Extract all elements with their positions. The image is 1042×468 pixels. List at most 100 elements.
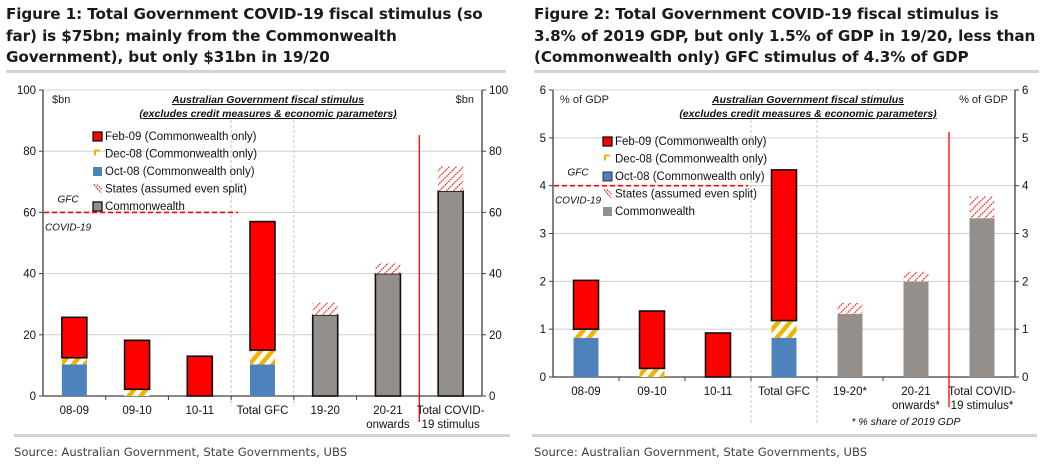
legend-swatch-states-2 <box>96 184 103 190</box>
legend-swatch-feb09 <box>602 136 613 147</box>
x-tick-label: 08-09 <box>571 386 600 398</box>
legend-label-oct08: Oct-08 (Commonwealth only) <box>615 171 765 183</box>
legend-label-feb09: Feb-09 (Commonwealth only) <box>615 136 767 148</box>
y-tick-label-right: 6 <box>1022 85 1028 97</box>
legend-label-states: States (assumed even split) <box>615 189 757 201</box>
bar-oct08 <box>61 364 87 396</box>
y-tick-label-right: 0 <box>489 391 495 403</box>
x-tick-label: 10-11 <box>186 405 215 417</box>
legend-swatch-commonwealth <box>603 207 612 216</box>
y-tick-label-left: 100 <box>17 85 36 97</box>
chart-footnote: * % share of 2019 GDP <box>851 416 960 428</box>
bar-oct08 <box>771 337 797 377</box>
y-tick-label-right: 100 <box>489 85 508 97</box>
bar-dec08 <box>250 350 275 365</box>
bar-oct08 <box>250 364 275 396</box>
chart-subtitle: (excludes credit measures & economic par… <box>679 108 937 120</box>
y-tick-label-right: 60 <box>489 207 502 219</box>
x-tick-label: 20-21 <box>373 405 402 417</box>
bar-commonwealth <box>903 281 929 377</box>
legend-swatch-states-2 <box>606 189 613 195</box>
bar-commonwealth <box>837 313 863 377</box>
y-tick-label-right: 40 <box>489 269 502 281</box>
x-tick-label: 08-09 <box>60 405 89 417</box>
chart-1 <box>39 89 486 422</box>
y-tick-label-right: 5 <box>1022 133 1028 145</box>
y-tick-label-left: 80 <box>23 146 36 158</box>
y-tick-label-left: 0 <box>540 372 546 384</box>
y-tick-label-right: 2 <box>1022 276 1028 288</box>
y-tick-label-left: 5 <box>540 133 546 145</box>
legend-swatch-dec08 <box>604 154 610 161</box>
figure-1-title: Figure 1: Total Government COVID-19 fisc… <box>6 5 483 66</box>
y-tick-label-left: 60 <box>23 207 36 219</box>
bar-states <box>438 166 464 191</box>
x-tick-label: Total GFC <box>237 405 289 417</box>
x-tick-label: 19 stimulus <box>422 419 480 431</box>
bar-dec08 <box>573 329 599 338</box>
y-tick-label-right: 80 <box>489 146 502 158</box>
x-tick-label: 09-10 <box>637 386 666 398</box>
x-tick-label: Total COVID- <box>948 386 1016 398</box>
y-tick-label-left: 6 <box>540 85 546 97</box>
bar-states <box>312 302 338 315</box>
y-tick-label-left: 3 <box>540 229 546 241</box>
figure-1-bottom-rule <box>14 434 510 437</box>
y-tick-label-left: 20 <box>23 330 36 342</box>
legend-swatch-oct08 <box>602 171 613 182</box>
legend-swatch-oct08 <box>93 167 102 176</box>
legend-swatch-feb09 <box>92 131 103 142</box>
gfc-label: GFC <box>57 194 79 205</box>
bar-commonwealth <box>437 190 464 397</box>
x-tick-label: 19-20 <box>311 405 340 417</box>
chart-title: Australian Government fiscal stimulus <box>711 94 904 106</box>
legend-swatch-states <box>603 189 612 198</box>
legend-label-oct08: Oct-08 (Commonwealth only) <box>105 166 255 178</box>
chart-subtitle: (excludes credit measures & economic par… <box>139 108 397 120</box>
x-tick-label: Total GFC <box>758 386 810 398</box>
x-tick-label: Total COVID- <box>417 405 485 417</box>
figure-2-title: Figure 2: Total Government COVID-19 fisc… <box>534 5 1036 66</box>
bar-feb09 <box>186 355 214 397</box>
gfc-label: GFC <box>567 168 589 179</box>
x-tick-label: onwards <box>366 419 410 431</box>
bar-dec08 <box>771 320 797 338</box>
y-tick-label-right: 3 <box>1022 229 1028 241</box>
y-tick-label-left: 1 <box>540 324 546 336</box>
chart-2 <box>549 89 1019 425</box>
figure-2-top-rule <box>534 70 1039 73</box>
bar-states <box>903 271 929 282</box>
x-tick-label: 20-21 <box>901 386 930 398</box>
legend-label-states: States (assumed even split) <box>105 184 247 196</box>
bar-feb09 <box>572 279 600 330</box>
bar-feb09 <box>61 316 88 359</box>
bar-commonwealth <box>969 218 995 377</box>
figure-1-source: Source: Australian Government, State Gov… <box>14 445 348 459</box>
bar-feb09 <box>638 310 666 370</box>
y-unit-label-right: % of GDP <box>959 94 1008 106</box>
bar-states <box>969 196 995 219</box>
legend-label-feb09: Feb-09 (Commonwealth only) <box>105 131 257 143</box>
chart-title: Australian Government fiscal stimulus <box>171 94 364 106</box>
y-tick-label-right: 1 <box>1022 324 1028 336</box>
y-tick-label-left: 0 <box>30 391 36 403</box>
legend-label-commonwealth: Commonwealth <box>105 201 185 213</box>
x-tick-label: 10-11 <box>704 386 733 398</box>
legend-swatch-states <box>93 184 102 193</box>
legend-label-dec08: Dec-08 (Commonwealth only) <box>105 149 257 161</box>
y-tick-label-right: 4 <box>1022 181 1029 193</box>
bar-feb09 <box>704 332 732 378</box>
y-tick-label-right: 20 <box>489 330 502 342</box>
x-tick-label: 09-10 <box>122 405 151 417</box>
y-tick-label-left: 2 <box>540 276 546 288</box>
y-unit-label-right: $bn <box>456 94 474 106</box>
y-unit-label-left: % of GDP <box>560 94 609 106</box>
bar-feb09 <box>123 339 151 391</box>
bar-dec08 <box>61 357 87 365</box>
figure-1-top-rule <box>6 70 506 73</box>
x-tick-label: onwards* <box>892 400 940 412</box>
bar-dec08 <box>124 389 150 396</box>
bar-states <box>837 302 863 314</box>
bar-feb09 <box>770 169 798 322</box>
x-tick-label: 19 stimulus* <box>951 400 1014 412</box>
